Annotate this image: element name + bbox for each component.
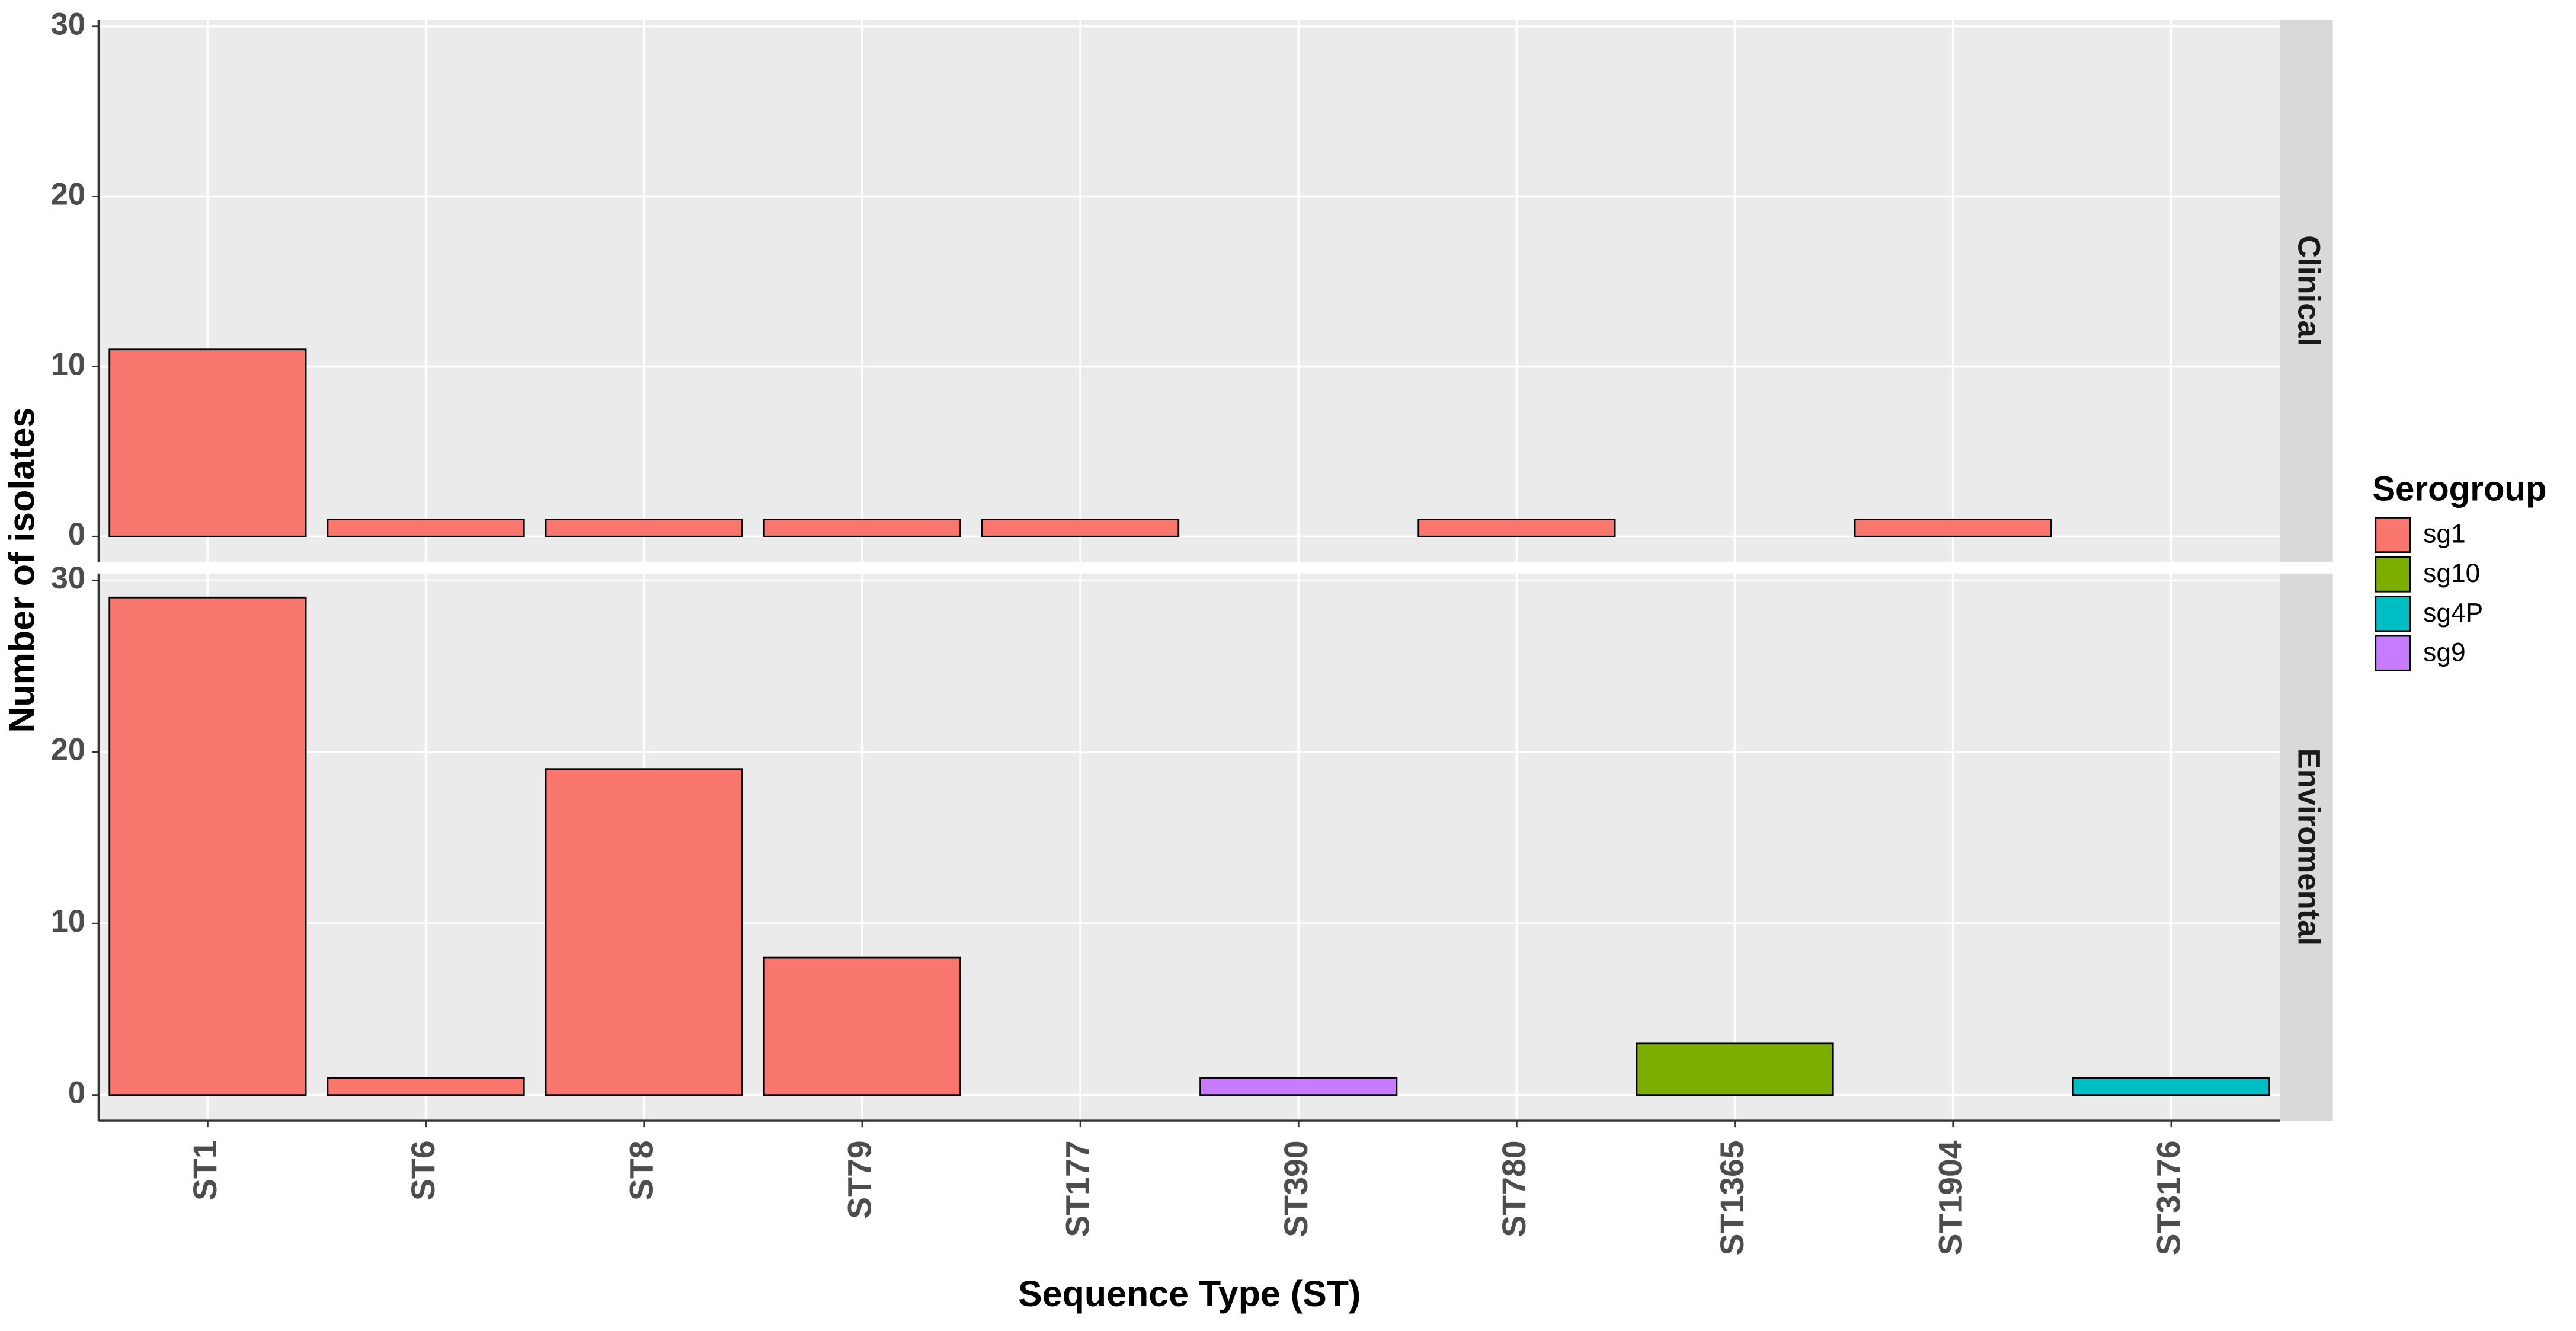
y-tick-label: 10 (51, 347, 86, 382)
y-tick-label: 10 (51, 904, 86, 939)
facet-label: Enviromental (2291, 748, 2326, 946)
bar (327, 519, 525, 537)
bar (1636, 1042, 1834, 1096)
y-tick-label: 20 (51, 177, 86, 212)
facet-strip (2280, 20, 2333, 562)
bar (763, 519, 961, 537)
x-tick-label: ST1904 (1932, 1140, 1969, 1255)
panel-background (98, 20, 2280, 562)
y-tick-label: 30 (51, 7, 86, 42)
bar (1854, 519, 2052, 537)
bar (327, 1077, 525, 1096)
x-tick-label: ST780 (1496, 1140, 1532, 1237)
x-tick-label: ST1365 (1714, 1140, 1751, 1255)
x-tick-label: ST6 (405, 1140, 441, 1201)
bar (763, 956, 961, 1096)
x-axis-label: Sequence Type (ST) (1018, 1274, 1361, 1314)
bar (108, 348, 307, 537)
x-tick-label: ST1 (187, 1140, 223, 1201)
legend-label: sg9 (2423, 638, 2466, 667)
x-tick-label: ST79 (841, 1140, 878, 1219)
legend-label: sg4P (2423, 599, 2483, 628)
panel-background (98, 573, 2280, 1121)
bar (2072, 1077, 2270, 1096)
facet-strip (2280, 573, 2333, 1121)
x-tick-label: ST177 (1060, 1140, 1096, 1237)
bar (1417, 519, 1616, 537)
bar (981, 519, 1180, 537)
y-tick-label: 20 (51, 732, 86, 767)
legend-key (2375, 556, 2411, 593)
x-tick-label: ST390 (1278, 1140, 1314, 1237)
bar (545, 768, 743, 1096)
y-tick-label: 0 (68, 1076, 85, 1111)
legend-key (2375, 517, 2411, 553)
bar (1199, 1077, 1398, 1096)
y-axis-label: Number of isolates (2, 408, 42, 733)
bar (108, 596, 307, 1096)
legend-title: Serogroup (2372, 469, 2546, 508)
legend-label: sg10 (2423, 559, 2480, 588)
legend-key (2375, 635, 2411, 671)
x-tick-label: ST8 (623, 1140, 660, 1201)
facet-label: Clinical (2291, 235, 2326, 346)
y-tick-label: 30 (51, 561, 86, 596)
y-tick-label: 0 (68, 517, 85, 552)
bar (545, 519, 743, 537)
x-tick-label: ST3176 (2151, 1140, 2187, 1255)
legend-key (2375, 596, 2411, 632)
legend-label: sg1 (2423, 520, 2466, 549)
